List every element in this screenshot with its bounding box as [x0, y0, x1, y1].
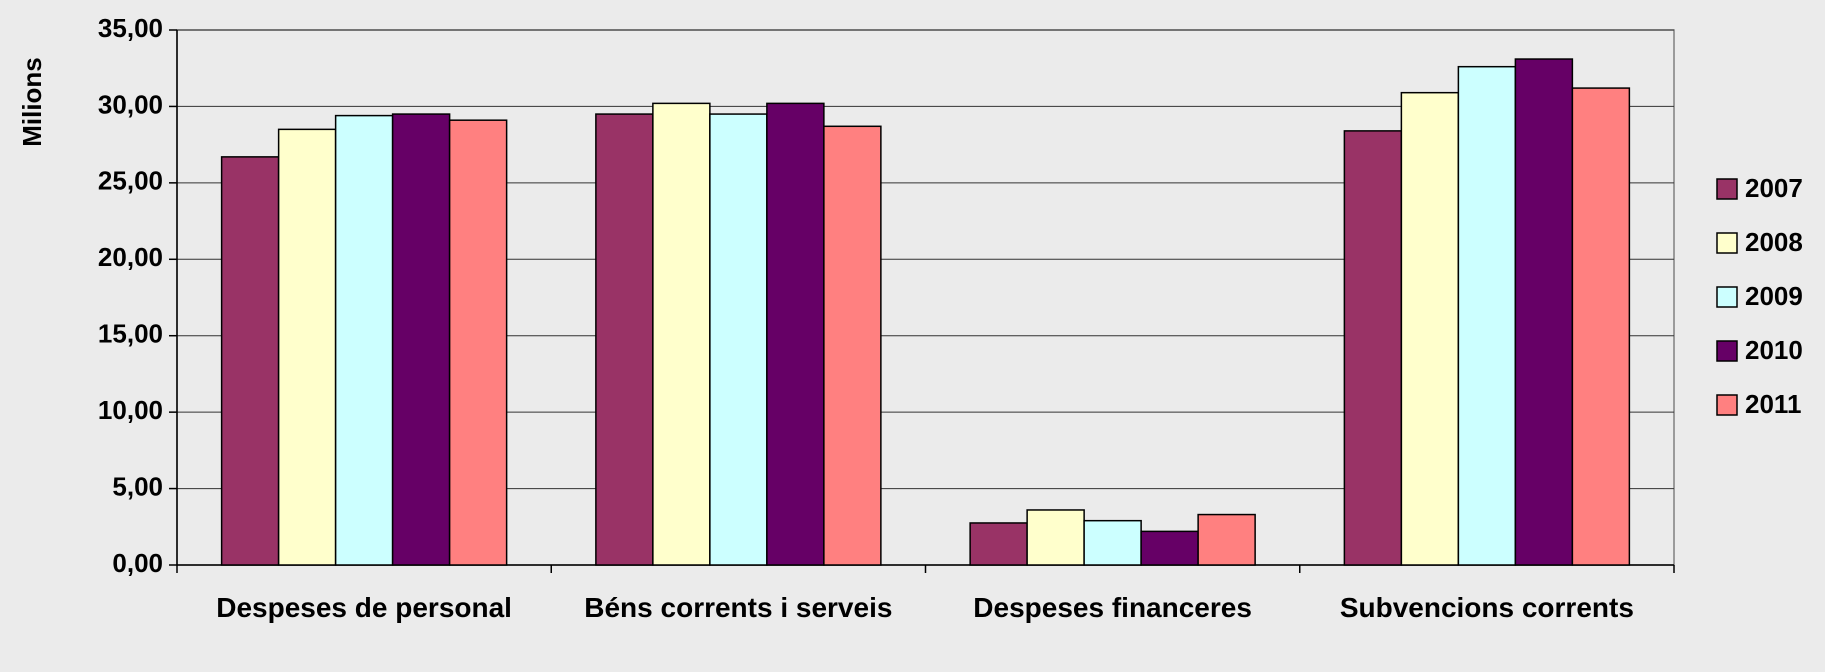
bar: [1343, 130, 1403, 566]
bar: [1457, 65, 1517, 566]
bar: [652, 102, 711, 566]
bar: [1083, 519, 1142, 566]
bar: [969, 522, 1028, 566]
bar: [220, 156, 280, 566]
bar: [595, 113, 654, 566]
x-tick-label: Subvencions corrents: [1339, 592, 1634, 623]
y-tick-label: 35,00: [98, 13, 163, 43]
y-axis-label: Milions: [17, 57, 47, 147]
y-tick-label: 30,00: [98, 89, 163, 119]
bar: [1140, 530, 1199, 566]
bar: [766, 102, 825, 566]
legend-label: 2008: [1745, 227, 1803, 257]
y-tick-label: 25,00: [98, 166, 163, 196]
bar: [391, 113, 451, 566]
legend-swatch: [1716, 394, 1738, 416]
bar: [1400, 91, 1460, 566]
y-tick-label: 15,00: [98, 319, 163, 349]
legend-label: 2011: [1745, 389, 1801, 419]
legend-swatch: [1716, 286, 1738, 308]
x-tick-label: Béns corrents i serveis: [584, 592, 893, 623]
bar: [334, 114, 394, 566]
bar: [448, 119, 508, 566]
bar: [709, 113, 768, 566]
y-tick-label: 20,00: [98, 242, 163, 272]
y-tick-label: 10,00: [98, 395, 163, 425]
legend-label: 2010: [1745, 335, 1803, 365]
bar: [1197, 513, 1256, 566]
y-tick-label: 0,00: [112, 548, 163, 578]
bar: [823, 125, 882, 566]
legend-swatch: [1716, 340, 1738, 362]
legend-swatch: [1716, 178, 1738, 200]
legend-label: 2007: [1745, 173, 1803, 203]
legend-swatch: [1716, 232, 1738, 254]
bar: [1514, 58, 1574, 566]
bar: [277, 128, 337, 566]
x-tick-label: Despeses financeres: [973, 592, 1252, 623]
bar: [1026, 509, 1085, 566]
bar: [1571, 87, 1631, 566]
y-tick-label: 5,00: [112, 471, 163, 501]
x-tick-label: Despeses de personal: [216, 592, 512, 623]
legend-label: 2009: [1745, 281, 1803, 311]
